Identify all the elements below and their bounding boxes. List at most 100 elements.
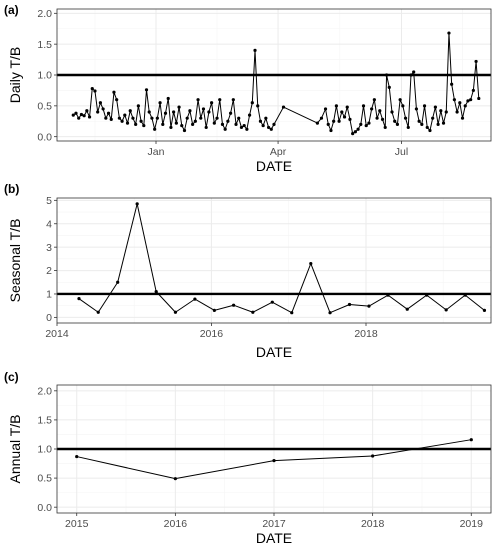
x-tick-label: 2016	[164, 518, 188, 530]
data-point	[144, 88, 149, 92]
data-point	[436, 122, 440, 126]
panel-tag: (c)	[4, 370, 19, 384]
y-axis-title: Annual T/B	[7, 414, 23, 483]
data-point	[290, 311, 294, 315]
series-points	[75, 438, 473, 481]
series-points	[77, 202, 487, 315]
data-point	[196, 98, 200, 102]
data-point	[315, 121, 319, 125]
data-point	[153, 127, 157, 131]
data-point	[251, 310, 255, 314]
data-point	[439, 109, 443, 113]
data-point	[323, 107, 328, 111]
data-point	[155, 116, 159, 120]
data-point	[174, 121, 178, 125]
data-point	[395, 122, 400, 126]
data-point	[123, 113, 127, 117]
data-point	[444, 308, 448, 312]
data-point	[191, 122, 195, 126]
data-point	[74, 111, 78, 115]
panel-b: 0 1 2 3 4 5 2014 2016 2018 DATE Seasonal T/B (b)	[4, 182, 492, 360]
data-point	[231, 98, 235, 102]
data-point	[405, 307, 409, 311]
data-point	[433, 105, 437, 109]
data-point	[264, 116, 268, 120]
x-tick-label: 2014	[45, 328, 69, 340]
x-axis-title: DATE	[256, 344, 292, 360]
data-point	[414, 107, 419, 111]
data-point	[359, 122, 363, 126]
x-tick-label: Jan	[148, 146, 165, 158]
data-point	[364, 123, 368, 128]
data-point	[85, 109, 89, 113]
data-point	[342, 115, 347, 119]
data-point	[272, 459, 276, 463]
y-tick-label: 1.5	[37, 415, 52, 427]
data-point	[387, 85, 391, 89]
data-point	[247, 113, 252, 117]
y-tick-label: 0.5	[37, 100, 52, 112]
data-point	[469, 98, 473, 102]
y-tick-label: 0.5	[37, 473, 52, 485]
x-tick-label: 2018	[361, 518, 385, 530]
data-point	[218, 98, 222, 102]
data-point	[147, 110, 151, 114]
data-point	[169, 125, 173, 130]
data-point	[353, 130, 357, 134]
data-point	[237, 116, 241, 120]
data-point	[177, 105, 181, 109]
data-point	[253, 48, 257, 52]
data-point	[356, 127, 360, 131]
y-tick-label: 1.0	[37, 70, 52, 82]
data-point	[154, 290, 158, 294]
data-point	[444, 110, 448, 114]
y-tick-label: 0.0	[37, 131, 52, 143]
data-point	[172, 110, 176, 114]
y-tick-label: 0	[46, 312, 52, 324]
panel-tag: (a)	[4, 3, 19, 17]
x-tick-label: 2016	[200, 328, 224, 340]
data-point	[469, 438, 473, 442]
data-point	[372, 98, 376, 102]
data-point	[450, 82, 454, 86]
data-point	[109, 117, 113, 122]
data-point	[482, 308, 487, 312]
data-point	[370, 107, 374, 111]
data-point	[441, 121, 446, 125]
data-point	[139, 119, 143, 123]
panel-a: 0.0 0.5 1.0 1.5 2.0 Jan Apr Jul DATE Daily T/B (a)	[4, 3, 492, 174]
data-point	[452, 98, 456, 102]
x-tick-label: 2017	[262, 518, 286, 530]
x-tick-label: 2018	[354, 328, 378, 340]
data-point	[471, 88, 475, 93]
data-point	[79, 112, 84, 117]
data-point	[367, 121, 371, 125]
data-point	[417, 119, 421, 123]
data-point	[150, 116, 154, 120]
data-point	[104, 116, 108, 120]
data-point	[117, 116, 121, 120]
data-point	[77, 116, 81, 120]
data-point	[106, 111, 111, 115]
y-tick-label: 3	[46, 242, 52, 254]
gridlines	[56, 198, 491, 323]
y-tick-label: 1.5	[37, 39, 52, 51]
series-points	[71, 31, 481, 136]
data-point	[220, 122, 225, 126]
data-point	[161, 122, 165, 126]
data-point	[329, 128, 333, 133]
y-axis-title: Seasonal T/B	[7, 219, 23, 303]
data-point	[266, 125, 271, 130]
data-point	[463, 104, 467, 108]
data-point	[328, 311, 332, 315]
data-point	[258, 119, 263, 123]
data-point	[188, 109, 192, 113]
data-point	[348, 117, 352, 122]
data-point	[272, 122, 276, 126]
data-point	[367, 304, 371, 308]
data-point	[403, 116, 408, 120]
y-tick-label: 4	[46, 218, 52, 230]
data-point	[281, 105, 286, 109]
data-point	[173, 310, 178, 314]
